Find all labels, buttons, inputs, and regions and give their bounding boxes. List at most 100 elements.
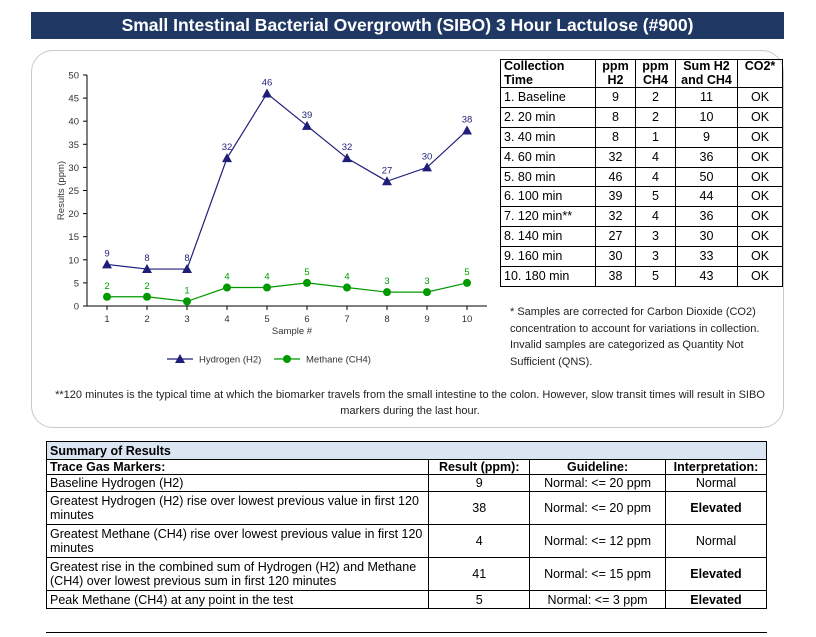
collection-cell: 5 [635,186,676,208]
collection-cell: 1. Baseline [500,87,596,108]
hydrogen-point [262,88,272,98]
bottom-divider [46,632,767,637]
data-label: 5 [304,267,309,278]
collection-cell: 8. 140 min [500,226,596,248]
hydrogen-point [422,162,432,172]
collection-row: 4. 60 min 32 4 36 OK [500,146,783,168]
collection-cell: 2. 20 min [500,106,596,128]
collection-cell: 43 [675,266,738,287]
summary-cell: Normal: <= 3 ppm [529,590,666,609]
data-label: 5 [464,267,469,278]
collection-row: 1. Baseline 9 2 11 OK [500,87,783,108]
collection-cell: OK [737,266,783,287]
collection-cell: 10 [675,106,738,128]
hydrogen-point [142,264,152,274]
summary-cell: 41 [428,557,531,591]
x-axis-label: Sample # [272,326,313,337]
x-tick-label: 3 [184,314,189,325]
summary-cell: Normal [665,524,767,558]
collection-row: 2. 20 min 8 2 10 OK [500,106,783,128]
collection-cell: 30 [595,246,636,268]
hydrogen-point [462,125,472,135]
collection-cell: 6. 100 min [500,186,596,208]
summary-cell: Elevated [665,491,767,525]
summary-header-result: Result (ppm): [428,459,531,475]
data-label: 30 [422,151,433,162]
data-label: 2 [104,281,109,292]
data-label: 9 [104,248,109,259]
collection-cell: OK [737,186,783,208]
methane-point [143,292,151,301]
report-title: Small Intestinal Bacterial Overgrowth (S… [31,12,784,39]
data-label: 32 [222,142,233,153]
collection-cell: 50 [675,166,738,188]
col-header-co2: CO2* [737,59,783,88]
data-label: 4 [264,272,269,283]
methane-point [463,278,471,287]
methane-point [343,283,351,292]
methane-point [103,292,111,301]
x-tick-label: 10 [462,314,473,325]
summary-cell: Normal: <= 15 ppm [529,557,666,591]
series-line-hydrogen [106,92,468,270]
collection-cell: 9 [595,87,636,108]
hydrogen-point [342,153,352,163]
y-tick-label: 15 [68,232,79,243]
summary-table: Summary of Results Trace Gas Markers: Re… [45,441,767,609]
collection-row: 7. 120 min** 32 4 36 OK [500,206,783,228]
collection-cell: 4 [635,146,676,168]
methane-point [383,288,391,297]
collection-cell: 3 [635,226,676,248]
y-tick-label: 20 [68,209,79,220]
collection-cell: 33 [675,246,738,268]
col-header-time: Collection Time [500,59,596,88]
collection-cell: OK [737,206,783,228]
y-tick-label: 35 [68,140,79,151]
collection-table: Collection Time ppm H2 ppm CH4 Sum H2 an… [500,59,783,287]
summary-cell: Greatest rise in the combined sum of Hyd… [45,557,430,591]
summary-cell: Greatest Hydrogen (H2) rise over lowest … [45,491,430,525]
legend-label: Methane (CH4) [306,355,371,366]
summary-cell: Normal: <= 20 ppm [529,491,666,525]
summary-header-interpretation: Interpretation: [665,459,767,475]
methane-point [223,283,231,292]
summary-cell: 4 [428,524,531,558]
data-label: 8 [144,253,149,264]
collection-cell: 4 [635,166,676,188]
collection-cell: 36 [675,206,738,228]
collection-row: 6. 100 min 39 5 44 OK [500,186,783,208]
collection-cell: 36 [675,146,738,168]
x-tick-label: 8 [384,314,389,325]
x-tick-label: 6 [304,314,309,325]
collection-cell: 32 [595,206,636,228]
collection-cell: OK [737,166,783,188]
hydrogen-point [302,120,312,130]
summary-cell: Normal [665,474,767,492]
methane-point [263,283,271,292]
y-tick-label: 40 [68,117,79,128]
summary-title: Summary of Results [46,441,767,460]
summary-cell: Normal: <= 20 ppm [529,474,666,492]
data-label: 3 [384,276,389,287]
series-line-methane [107,282,468,302]
collection-cell: 39 [595,186,636,208]
summary-cell: Baseline Hydrogen (H2) [45,474,430,492]
collection-cell: 27 [595,226,636,248]
collection-row: 9. 160 min 30 3 33 OK [500,246,783,268]
collection-cell: 8 [595,126,636,148]
collection-cell: OK [737,87,783,108]
hydrogen-point [102,259,112,269]
summary-cell: Normal: <= 12 ppm [529,524,666,558]
collection-cell: OK [737,126,783,148]
y-tick-label: 5 [74,278,79,289]
x-tick-label: 2 [144,314,149,325]
x-tick-label: 5 [264,314,269,325]
summary-header-row: Trace Gas Markers: Result (ppm): Guideli… [45,459,767,475]
collection-cell: OK [737,146,783,168]
methane-point [303,278,311,287]
collection-table-header: Collection Time ppm H2 ppm CH4 Sum H2 an… [500,59,783,88]
collection-cell: 11 [675,87,738,108]
collection-row: 3. 40 min 8 1 9 OK [500,126,783,148]
data-label: 8 [184,253,189,264]
collection-row: 5. 80 min 46 4 50 OK [500,166,783,188]
